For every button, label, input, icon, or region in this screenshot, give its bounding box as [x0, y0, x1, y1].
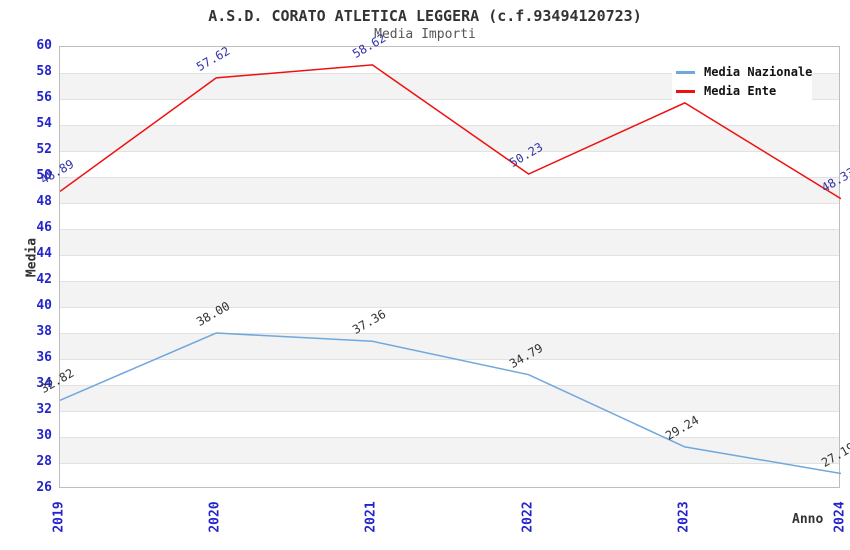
y-tick-label: 42 — [36, 272, 52, 287]
legend-entry-media-ente: Media Ente — [676, 82, 812, 100]
legend-label: Media Nazionale — [704, 65, 813, 79]
grid-band — [60, 385, 839, 411]
gridline — [60, 359, 839, 360]
legend-entry-media-nazionale: Media Nazionale — [676, 63, 812, 81]
gridline — [60, 255, 839, 256]
x-axis-title: Anno — [792, 512, 824, 527]
series-line-1 — [60, 64, 841, 200]
legend-line-swatch-red — [676, 89, 695, 93]
grid-band — [60, 281, 839, 307]
chart-title: A.S.D. CORATO ATLETICA LEGGERA (c.f.9349… — [208, 7, 642, 25]
grid-band — [60, 177, 839, 203]
y-tick-label: 40 — [36, 298, 52, 313]
y-tick-label: 34 — [36, 376, 52, 391]
x-tick-label: 2024 — [832, 501, 848, 533]
gridline — [60, 385, 839, 386]
gridline — [60, 307, 839, 308]
gridline — [60, 437, 839, 438]
legend-line-swatch-blue — [676, 70, 695, 74]
gridline — [60, 333, 839, 334]
y-tick-label: 52 — [36, 142, 52, 157]
gridline — [60, 463, 839, 464]
y-tick-label: 36 — [36, 350, 52, 365]
x-tick-label: 2022 — [520, 501, 536, 533]
plot-area — [59, 46, 841, 488]
gridline — [60, 99, 839, 100]
y-tick-label: 30 — [36, 428, 52, 443]
gridline — [60, 281, 839, 282]
grid-band — [60, 437, 839, 463]
x-tick-label: 2020 — [207, 501, 223, 533]
y-tick-label: 44 — [36, 246, 52, 261]
y-tick-label: 38 — [36, 324, 52, 339]
y-tick-label: 28 — [36, 454, 52, 469]
gridline — [60, 411, 839, 412]
gridline — [60, 203, 839, 204]
gridline — [60, 73, 839, 74]
y-tick-label: 46 — [36, 220, 52, 235]
grid-band — [60, 125, 839, 151]
y-tick-label: 26 — [36, 480, 52, 495]
y-tick-label: 48 — [36, 194, 52, 209]
x-tick-label: 2019 — [51, 501, 67, 533]
y-tick-label: 54 — [36, 116, 52, 131]
chart-subtitle: Media Importi — [374, 27, 476, 42]
y-tick-label: 60 — [36, 38, 52, 53]
y-tick-label: 32 — [36, 402, 52, 417]
grid-band — [60, 229, 839, 255]
series-lines — [60, 64, 841, 475]
y-tick-label: 58 — [36, 64, 52, 79]
x-tick-label: 2023 — [676, 501, 692, 533]
legend-label: Media Ente — [704, 84, 777, 98]
series-line-0 — [60, 332, 841, 475]
gridline — [60, 151, 839, 152]
gridline — [60, 125, 839, 126]
gridline — [60, 177, 839, 178]
y-tick-label: 56 — [36, 90, 52, 105]
grid-band — [60, 333, 839, 359]
legend: Media Nazionale Media Ente — [672, 59, 812, 102]
y-tick-label: 50 — [36, 168, 52, 183]
x-tick-label: 2021 — [363, 501, 379, 533]
gridline — [60, 229, 839, 230]
